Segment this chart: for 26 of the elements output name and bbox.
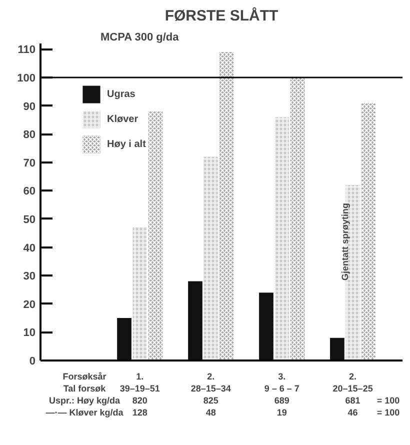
annotation: Gjentatt sprøyting [340,202,350,280]
y-tick-label: 10 [23,327,36,340]
bar [330,338,344,360]
y-tick-label: 110 [18,44,36,56]
y-tick-label: 20 [23,298,36,311]
y-tick-label: 40 [23,242,36,254]
chart-subtitle: MCPA 300 g/da [100,32,180,44]
bar [117,318,132,360]
chart-title: FØRSTE SLÅTT [164,6,278,24]
y-tick-label: 90 [23,100,36,113]
y-tick-label: 60 [23,186,36,198]
y-tick-label: 70 [23,157,36,170]
x-tick-label: 2. 20–15–25 681 46 [332,372,373,418]
legend-label: Høy i alt [107,138,146,150]
y-tick-label: 80 [23,129,36,142]
y-tick-label: 100 [17,72,36,84]
bar [259,292,274,360]
legend-label: Kløver [107,114,138,124]
bar [188,281,202,360]
y-tick-label: 30 [23,270,36,283]
y-tick-label: 50 [23,214,36,226]
x-tick-label: 3. 9 – 6 – 7 689 19 [264,372,300,418]
text: = 100 = 100 [376,396,400,418]
legend-label: Ugras [107,88,136,100]
x-tick-label: 2. 28–15–34 825 48 [190,372,231,418]
y-tick-label: 0 [29,356,36,368]
